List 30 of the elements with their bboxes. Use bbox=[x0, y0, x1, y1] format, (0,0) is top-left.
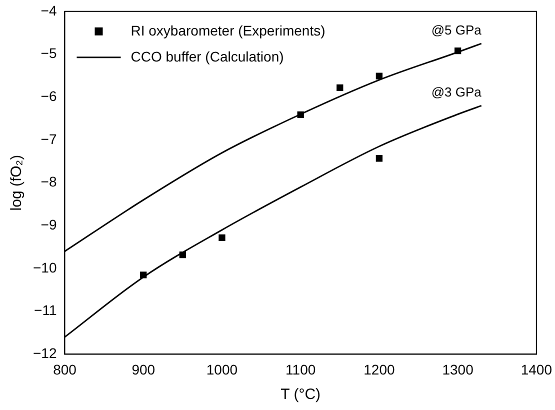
point bbox=[336, 84, 344, 91]
y-tick-label: −6 bbox=[40, 88, 57, 104]
x-tick-label: 1400 bbox=[520, 361, 552, 378]
y-tick-label: −9 bbox=[40, 216, 57, 233]
x-tick-label: 800 bbox=[53, 361, 77, 378]
point bbox=[179, 251, 186, 258]
y-tick-label: −5 bbox=[40, 45, 57, 62]
annotation: @5 GPa bbox=[431, 22, 482, 38]
point bbox=[140, 272, 147, 278]
y-axis-title: log (fO₂) bbox=[8, 154, 26, 211]
x-tick-label: 1300 bbox=[442, 361, 474, 378]
y-tick-label: −10 bbox=[33, 259, 57, 276]
x-tick-label: 1200 bbox=[364, 361, 395, 378]
x-tick-label: 1100 bbox=[286, 361, 316, 378]
point bbox=[376, 72, 383, 80]
y-tick-label: −7 bbox=[40, 130, 57, 147]
annotation: @3 GPa bbox=[431, 84, 482, 100]
point bbox=[218, 234, 226, 241]
y-tick-label: −12 bbox=[33, 345, 57, 362]
x-tick-label: 1000 bbox=[206, 361, 238, 378]
legend-label: RI oxybarometer (Experiments) bbox=[130, 22, 326, 38]
y-tick-label: −4 bbox=[40, 2, 57, 18]
x-axis-title: T (°C) bbox=[280, 386, 321, 404]
y-tick-label: −11 bbox=[34, 302, 57, 318]
point bbox=[376, 155, 383, 162]
point bbox=[297, 111, 304, 118]
x-tick-label: 900 bbox=[132, 361, 156, 378]
legend-label: CCO buffer (Calculation) bbox=[130, 48, 284, 64]
y-tick-label: −8 bbox=[40, 174, 57, 190]
point bbox=[454, 47, 462, 54]
